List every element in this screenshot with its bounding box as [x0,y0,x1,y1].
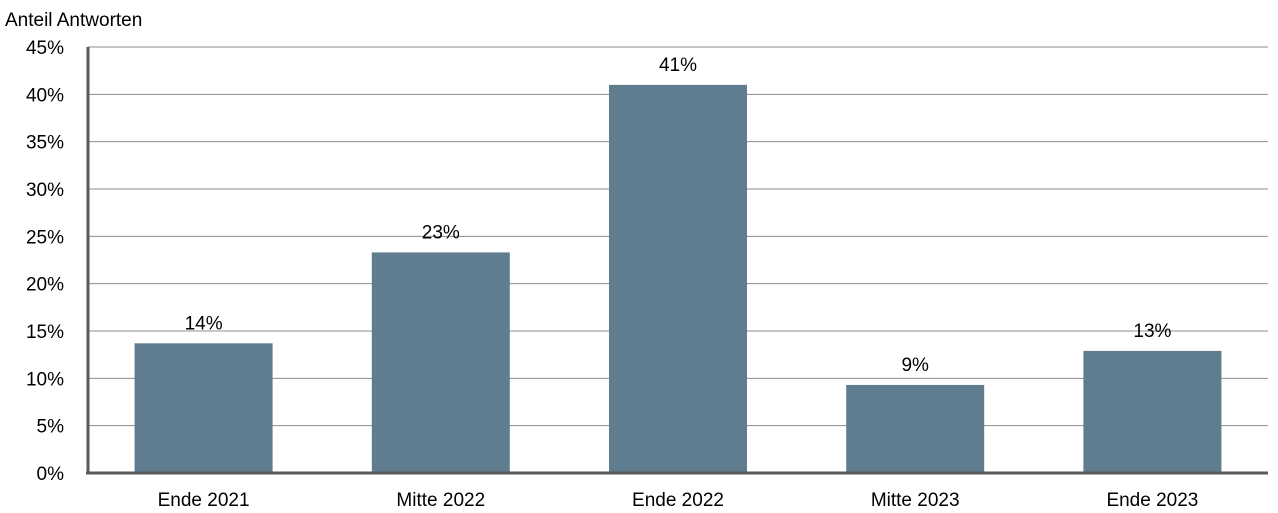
bar [846,384,985,473]
x-tick-label: Ende 2023 [1106,490,1198,511]
y-tick-label: 0% [37,464,65,485]
x-tick-label: Mitte 2022 [396,490,485,511]
y-tick-label: 30% [26,180,64,201]
x-tick-label: Ende 2022 [632,490,724,511]
x-tick-label: Ende 2021 [158,490,250,511]
y-tick-label: 40% [26,85,64,106]
y-tick-labels: 0% 5% 10% 15% 20% 25% 30% 35% 40% 45% [26,38,64,485]
data-label: 14% [185,313,223,334]
y-tick-label: 35% [26,133,64,154]
y-tick-label: 10% [26,369,64,390]
x-tick-labels: Ende 2021 Mitte 2022 Ende 2022 Mitte 2023 En… [158,490,1199,511]
bar [371,252,510,473]
bar [1083,350,1222,473]
y-tick-label: 20% [26,275,64,296]
axes [86,47,1268,475]
y-axis-title: Anteil Antworten [5,10,142,31]
bar [609,84,747,473]
data-labels: 14% 23% 41% 9% 13% [185,55,1172,376]
y-tick-label: 15% [26,322,64,343]
data-label: 13% [1133,321,1171,342]
data-label: 23% [422,222,460,243]
x-tick-label: Mitte 2023 [871,490,960,511]
y-tick-label: 45% [26,38,64,59]
bars [134,84,1222,473]
y-tick-label: 5% [37,417,65,438]
data-label: 9% [901,355,929,376]
bar [134,343,273,473]
y-tick-label: 25% [26,227,64,248]
data-label: 41% [659,55,697,76]
